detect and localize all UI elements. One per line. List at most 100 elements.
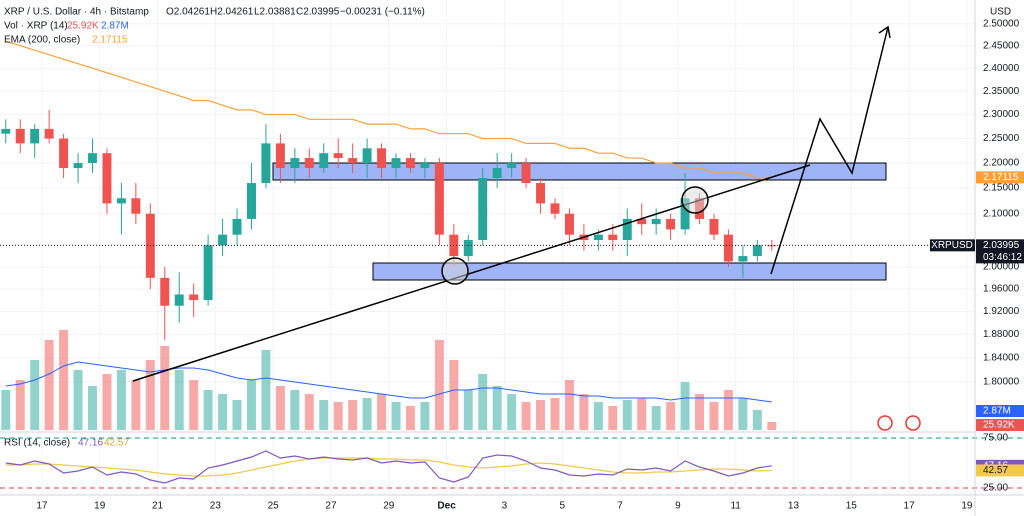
touch-circle: [681, 186, 709, 214]
volume-bar: [1, 390, 11, 430]
volume-bar: [405, 406, 415, 430]
candle-body: [44, 128, 54, 139]
rsi-line: [5, 450, 772, 484]
volume-bar: [463, 390, 473, 430]
volume-ma-label: 2.87M: [983, 406, 1011, 417]
candle-body: [507, 163, 517, 168]
rsi-ma-line: [5, 457, 772, 477]
volume-bar: [637, 398, 647, 430]
volume-bar: [319, 400, 329, 430]
y-tick-label: 2.10000: [983, 208, 1020, 219]
y-tick-label: 1.88000: [983, 329, 1020, 340]
candle-body: [738, 256, 748, 262]
candle-body: [102, 153, 112, 204]
volume-bar: [261, 350, 271, 430]
volume-bar: [333, 402, 343, 430]
event-flag: [905, 415, 921, 431]
x-tick-label: 17: [904, 501, 916, 512]
candle-body: [564, 213, 574, 235]
x-tick-label: 13: [788, 501, 800, 512]
candle-body: [189, 294, 199, 301]
rsi-ma-legend-value: 42.57: [104, 438, 129, 449]
rsi-tick-label: 75.00: [983, 433, 1008, 444]
volume-bar: [102, 374, 112, 430]
candle-body: [116, 198, 126, 204]
symbol-label: XRPUSD: [931, 240, 973, 251]
volume-bar: [30, 360, 40, 430]
ohlc-close: C2.03995: [296, 7, 340, 18]
volume-bar: [160, 346, 170, 430]
volume-bar: [478, 374, 488, 430]
candle-body: [290, 158, 300, 168]
volume-current-bg: [976, 419, 1024, 431]
rsi-legend-value: 47.16: [78, 438, 103, 449]
candle-body: [362, 148, 372, 164]
candle-body: [218, 234, 228, 246]
volume-bar: [218, 394, 228, 430]
candle-body: [333, 153, 343, 159]
candle-body: [174, 294, 184, 306]
y-tick-label: 2.30000: [983, 109, 1020, 120]
rsi-tick-label: 25.00: [983, 483, 1008, 494]
candle-body: [247, 183, 256, 219]
volume-pane: [1, 330, 777, 430]
candle-body: [622, 218, 632, 240]
y-tick-label: 1.84000: [983, 352, 1020, 363]
volume-current: 25.92K: [67, 21, 99, 32]
candle-body: [59, 138, 69, 168]
candle-body: [15, 128, 25, 144]
candle-body: [550, 203, 560, 214]
volume-bar: [709, 402, 719, 430]
ema-line: [5, 40, 772, 179]
candle-body: [319, 153, 329, 168]
volume-bar: [189, 380, 199, 430]
ohlc-change: −0.00231 (−0.11%): [340, 7, 425, 18]
volume-bar: [622, 400, 632, 430]
candle-body: [666, 218, 676, 230]
x-tick-label: 7: [617, 501, 623, 512]
candle-body: [304, 158, 314, 168]
candle-body: [434, 163, 444, 235]
candle-body: [405, 158, 415, 168]
candle-body: [391, 158, 401, 168]
x-tick-label: 19: [961, 501, 973, 512]
y-tick-label: 2.00000: [983, 262, 1020, 273]
candle-body: [680, 198, 690, 230]
volume-bar: [680, 382, 690, 430]
volume-bar: [348, 400, 358, 430]
ohlc-high: H2.04261: [210, 7, 254, 18]
volume-bar: [651, 406, 661, 430]
countdown-label: 03:46:12: [983, 252, 1022, 263]
ema-legend: EMA (200, close): [4, 35, 80, 46]
volume-bar: [550, 398, 560, 430]
axes: 2.50000 2.45000 2.40000 2.35000 2.30000 2.250…: [36, 18, 1024, 512]
volume-bar: [377, 394, 387, 430]
x-tick-label: 9: [675, 501, 681, 512]
volume-bar: [434, 340, 444, 430]
y-tick-label: 2.25000: [983, 133, 1020, 144]
volume-bar: [391, 402, 401, 430]
volume-ma-line: [5, 361, 772, 403]
volume-bar: [247, 380, 256, 430]
candle-body: [348, 158, 358, 164]
volume-bar: [290, 390, 300, 430]
candle-body: [463, 239, 473, 257]
y-tick-label: 2.35000: [983, 86, 1020, 97]
y-tick-label: 2.40000: [983, 63, 1020, 74]
volume-bar: [420, 402, 430, 430]
volume-ma: 2.87M: [101, 21, 129, 32]
x-tick-label: Dec: [437, 501, 456, 512]
x-tick-label: 5: [559, 501, 565, 512]
last-price-bg: [976, 239, 1024, 264]
volume-ma-bg: [976, 405, 1024, 417]
chart-title: XRP / U.S. Dollar · 4h · Bitstamp: [4, 7, 149, 18]
rsi-legend: RSI (14, close): [4, 438, 70, 449]
y-tick-label: 2.45000: [983, 40, 1020, 51]
candle-body: [232, 218, 242, 235]
event-flag: [877, 415, 893, 431]
y-tick-label: 2.15000: [983, 183, 1020, 194]
volume-bar: [723, 390, 733, 430]
x-tick-label: 29: [383, 501, 395, 512]
ohlc-open: O2.04261: [166, 7, 210, 18]
